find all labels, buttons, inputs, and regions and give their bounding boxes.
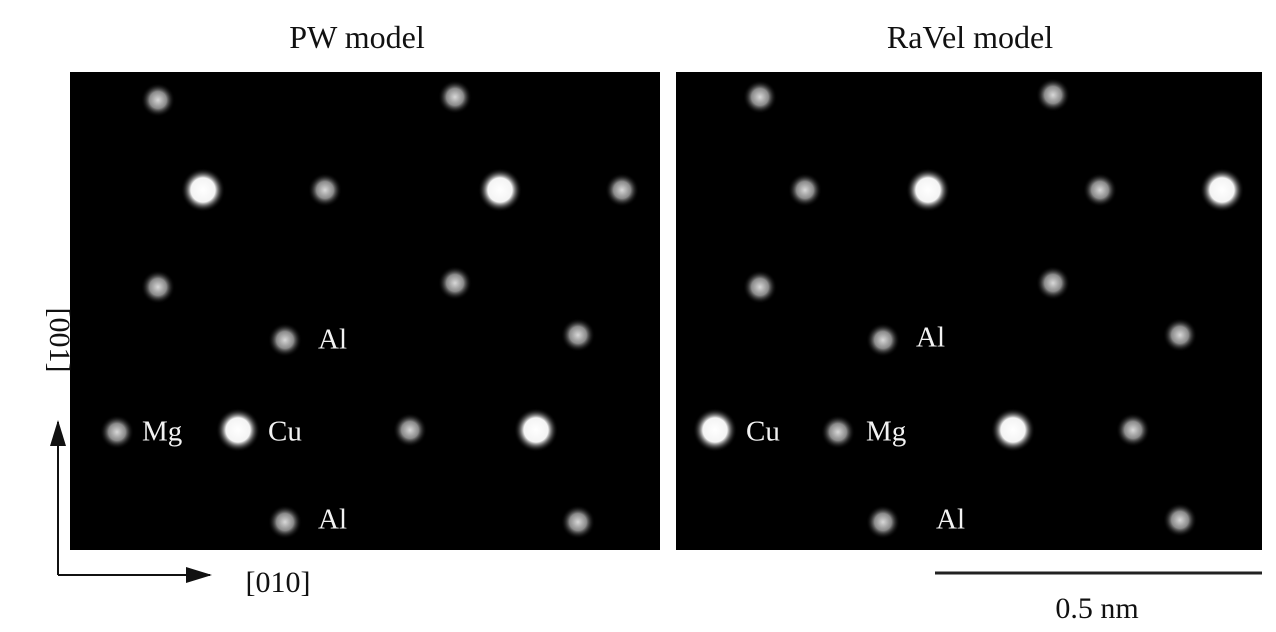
atom-spot [743,80,777,114]
atom-label: Al [936,504,965,536]
atom-spot [216,408,260,452]
atom-spot [268,505,302,539]
atom-spot [906,168,950,212]
scale-label: 0.5 nm [1055,592,1138,625]
atom-spot [268,323,302,357]
atom-spot [1163,503,1197,537]
axis-label: [001] [43,308,76,373]
atom-label: Cu [268,416,302,448]
atom-label: Al [318,324,347,356]
atom-spot [1163,318,1197,352]
axis-label: [010] [246,566,311,599]
atom-spot [438,80,472,114]
atom-spot [1036,266,1070,300]
atom-label: Al [916,322,945,354]
atom-spot [1083,173,1117,207]
atom-spot [821,415,855,449]
atom-spot [561,505,595,539]
atom-spot [743,270,777,304]
atom-spot [1036,78,1070,112]
atom-spot [308,173,342,207]
atom-label: Mg [866,416,906,448]
atom-spot [866,323,900,357]
image-panel [676,72,1262,550]
atom-spot [866,505,900,539]
atom-spot [141,83,175,117]
panel-title: PW model [289,19,425,55]
atom-spot [605,173,639,207]
figure: PW model RaVel model Al Mg Cu Al Al Cu M… [0,0,1276,627]
atom-label: Mg [142,416,182,448]
atom-spot [100,415,134,449]
atom-spot [393,413,427,447]
atom-spot [514,408,558,452]
atom-spot [141,270,175,304]
image-panel [70,72,660,550]
atom-spot [181,168,225,212]
atom-spot [693,408,737,452]
atom-spot [1200,168,1244,212]
atom-label: Al [318,504,347,536]
atom-spot [788,173,822,207]
atom-spot [561,318,595,352]
panel-title: RaVel model [887,19,1053,55]
atom-spot [478,168,522,212]
atom-spot [991,408,1035,452]
atom-spot [438,266,472,300]
atom-spot [1116,413,1150,447]
atom-label: Cu [746,416,780,448]
